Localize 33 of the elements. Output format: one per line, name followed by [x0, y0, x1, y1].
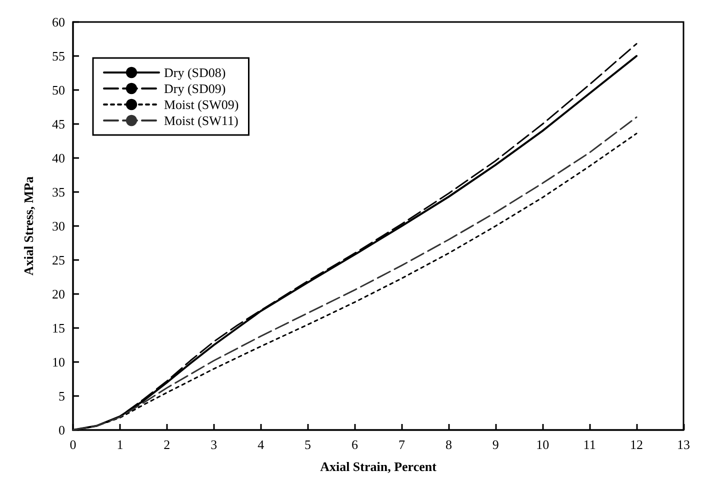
y-tick-label: 30	[52, 218, 65, 234]
legend-label: Dry (SD08)	[164, 65, 226, 80]
y-tick-label: 20	[52, 286, 65, 302]
x-tick-label: 5	[304, 437, 312, 452]
x-tick-label: 10	[536, 437, 550, 452]
x-tick-label: 3	[210, 437, 218, 452]
x-tick-label: 1	[116, 437, 124, 452]
x-axis-title: Axial Strain, Percent	[320, 459, 438, 474]
y-tick-label: 55	[52, 48, 65, 64]
y-tick-label: 60	[52, 14, 65, 30]
y-axis-title: Axial Stress, MPa	[21, 176, 36, 276]
x-tick-label: 0	[70, 437, 76, 452]
y-tick-label: 0	[58, 422, 65, 438]
x-tick-label: 7	[398, 437, 406, 452]
y-tick-label: 5	[58, 388, 65, 404]
y-tick-label: 45	[52, 116, 65, 132]
x-tick-label: 9	[492, 437, 499, 452]
x-tick-label: 12	[630, 437, 644, 452]
x-tick-label: 13	[677, 437, 690, 452]
legend-label: Moist (SW09)	[164, 97, 239, 112]
y-tick-label: 40	[52, 150, 65, 166]
y-tick-label: 25	[52, 252, 65, 268]
legend-label: Dry (SD09)	[164, 81, 226, 96]
y-tick-label: 35	[52, 184, 65, 200]
x-tick-label: 6	[352, 437, 359, 452]
x-tick-label: 2	[164, 437, 170, 452]
y-tick-label: 15	[52, 320, 65, 336]
y-tick-label: 50	[52, 82, 65, 98]
x-tick-label: 4	[258, 437, 265, 452]
y-tick-label: 10	[52, 354, 65, 370]
x-tick-label: 11	[583, 437, 596, 452]
legend-label: Moist (SW11)	[164, 113, 238, 128]
x-tick-label: 8	[445, 437, 452, 452]
